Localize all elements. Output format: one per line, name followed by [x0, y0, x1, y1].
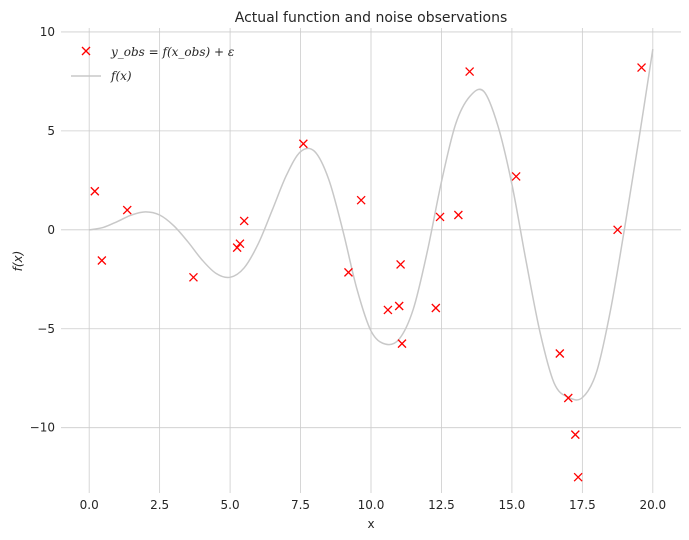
marker-stroke	[435, 212, 445, 222]
marker-stroke	[298, 139, 308, 149]
marker-stroke	[637, 63, 647, 73]
x-axis-label: x	[367, 517, 374, 531]
marker-stroke	[81, 46, 91, 56]
x-tick-label: 5.0	[221, 498, 240, 512]
marker-stroke	[383, 305, 393, 315]
observation-point	[570, 430, 580, 440]
observation-point	[613, 225, 623, 235]
marker-stroke	[431, 303, 441, 313]
marker-stroke	[613, 225, 623, 235]
observation-point	[396, 259, 406, 269]
observation-point	[122, 205, 132, 215]
y-tick-label: 0	[47, 223, 55, 237]
legend: y_obs = f(x_obs) + ε f(x)	[71, 45, 234, 83]
observation-point	[239, 216, 249, 226]
marker-stroke	[356, 195, 366, 205]
y-tick-label: −10	[30, 421, 55, 435]
observation-point	[435, 212, 445, 222]
marker-stroke	[235, 239, 245, 249]
observation-point	[573, 472, 583, 482]
observation-point	[97, 256, 107, 265]
y-axis-label: f(x)	[11, 251, 25, 272]
y-tick-label: −5	[37, 322, 55, 336]
observation-point	[383, 305, 393, 315]
marker-stroke	[563, 393, 573, 403]
marker-stroke	[511, 171, 521, 181]
x-tick-label: 17.5	[569, 498, 596, 512]
y-axis: 10 5 0 −5 −10	[30, 25, 55, 435]
marker-stroke	[343, 267, 353, 277]
observation-point	[453, 210, 463, 220]
x-tick-label: 10.0	[358, 498, 385, 512]
observation-point	[465, 67, 475, 76]
legend-label-function: f(x)	[110, 69, 132, 83]
observation-point	[343, 267, 353, 277]
y-tick-label: 5	[47, 124, 55, 138]
observation-point	[356, 195, 366, 205]
marker-stroke	[239, 216, 249, 226]
marker-stroke	[397, 339, 407, 349]
marker-stroke	[453, 210, 463, 220]
observation-point	[397, 339, 407, 349]
marker-stroke	[122, 205, 132, 215]
marker-stroke	[573, 472, 583, 482]
marker-stroke	[90, 186, 100, 196]
y-tick-label: 10	[40, 25, 55, 39]
marker-stroke	[396, 259, 406, 269]
observation-point	[188, 272, 198, 282]
marker-stroke	[188, 272, 198, 282]
observation-point	[431, 303, 441, 313]
marker-stroke	[97, 256, 107, 265]
legend-cross	[81, 46, 91, 56]
observation-point	[235, 239, 245, 249]
observation-point	[511, 171, 521, 181]
marker-stroke	[394, 301, 404, 311]
observation-point	[394, 301, 404, 311]
chart-title: Actual function and noise observations	[235, 10, 508, 26]
series-layer	[89, 49, 654, 482]
marker-stroke	[232, 243, 242, 253]
x-tick-label: 15.0	[499, 498, 526, 512]
x-tick-label: 12.5	[428, 498, 455, 512]
observation-point	[555, 349, 565, 358]
grid	[61, 28, 681, 493]
x-tick-label: 20.0	[639, 498, 666, 512]
marker-stroke	[465, 67, 475, 76]
legend-marker-scatter	[81, 46, 91, 56]
observation-point	[90, 186, 100, 196]
marker-stroke	[555, 349, 565, 358]
x-tick-label: 0.0	[80, 498, 99, 512]
observation-point	[563, 393, 573, 403]
marker-stroke	[570, 430, 580, 440]
x-axis: 0.0 2.5 5.0 7.5 10.0 12.5 15.0 17.5 20.0	[80, 498, 667, 512]
observation-point	[637, 63, 647, 73]
x-tick-label: 2.5	[150, 498, 169, 512]
observation-point	[298, 139, 308, 149]
x-tick-label: 7.5	[291, 498, 310, 512]
observation-point	[232, 243, 242, 253]
legend-label-observations: y_obs = f(x_obs) + ε	[110, 45, 234, 59]
